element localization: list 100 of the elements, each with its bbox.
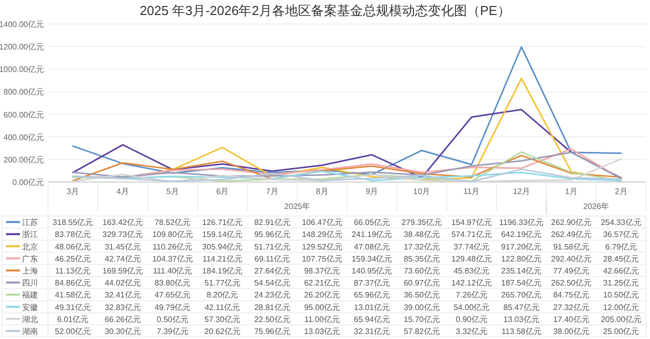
x-tick-label: 11月	[463, 187, 480, 196]
data-label: 13.03亿元	[304, 326, 340, 336]
x-tick-label: 5月	[166, 187, 179, 196]
chart-title: 2025 年3月-2026年2月各地区备案基金总规模动态变化图（PE）	[140, 3, 510, 18]
data-label: 42.74亿元	[104, 254, 141, 264]
legend-label: 江苏	[22, 218, 38, 228]
data-label: 254.33亿元	[600, 218, 642, 228]
text: 2026年	[583, 202, 610, 211]
data-label: 26.20亿元	[304, 290, 340, 300]
data-label: 65.96亿元	[354, 290, 390, 300]
data-label: 66.26亿元	[104, 314, 141, 324]
data-label: 54.54亿元	[254, 278, 290, 288]
y-tick-label: 800.00亿元	[4, 88, 44, 97]
data-label: 642.19亿元	[501, 230, 542, 240]
data-label: 17.32亿元	[404, 242, 440, 252]
y-tick-label: 1000.00亿元	[0, 65, 44, 74]
data-label: 104.37亿元	[152, 254, 193, 264]
text: 2025年	[284, 202, 310, 211]
x-tick-label: 6月	[216, 187, 229, 196]
data-label: 6.01亿元	[57, 314, 89, 324]
data-label: 62.21亿元	[304, 278, 340, 288]
data-label: 1196.33亿元	[499, 218, 544, 228]
x-tick-label: 9月	[366, 187, 378, 196]
data-label: 262.50亿元	[551, 278, 592, 288]
data-label: 329.73亿元	[102, 230, 143, 240]
data-label: 31.25亿元	[603, 278, 640, 288]
x-tick-label: 8月	[316, 187, 328, 196]
data-label: 83.80亿元	[154, 278, 191, 288]
data-label: 54.00亿元	[454, 302, 490, 312]
legend-label: 安徽	[22, 302, 38, 312]
x-tick-label: 10月	[413, 187, 430, 196]
data-label: 15.70亿元	[404, 314, 440, 324]
data-label: 66.05亿元	[354, 218, 390, 228]
y-tick-label: 400.00亿元	[4, 132, 44, 142]
y-tick-label: 0.00亿元	[12, 178, 44, 187]
data-label: 85.47亿元	[503, 302, 540, 312]
x-tick-label: 7月	[266, 187, 278, 196]
data-label: 187.54亿元	[501, 278, 542, 288]
data-label: 0.50亿元	[156, 314, 188, 324]
data-label: 917.20亿元	[501, 242, 542, 252]
data-label: 51.77亿元	[204, 278, 240, 288]
data-label: 129.52亿元	[302, 242, 342, 252]
legend-label: 湖北	[22, 314, 38, 324]
data-label: 107.75亿元	[302, 254, 342, 264]
data-label: 98.37亿元	[304, 266, 340, 276]
data-label: 91.58亿元	[553, 242, 590, 252]
data-label: 7.39亿元	[156, 326, 188, 336]
data-label: 42.66亿元	[603, 266, 640, 276]
x-tick-label: 1月	[565, 187, 578, 196]
data-label: 83.78亿元	[54, 230, 91, 240]
data-label: 305.94亿元	[202, 242, 243, 252]
data-label: 163.42亿元	[102, 218, 143, 228]
data-label: 140.95亿元	[352, 266, 392, 276]
data-label: 45.83亿元	[454, 266, 490, 276]
data-label: 42.11亿元	[204, 302, 240, 312]
data-label: 47.65亿元	[154, 290, 191, 300]
x-tick-label: 3月	[66, 187, 80, 196]
data-label: 122.80亿元	[501, 254, 542, 264]
data-label: 41.58亿元	[54, 290, 91, 300]
data-label: 36.50亿元	[404, 290, 440, 300]
data-label: 38.00亿元	[553, 326, 590, 336]
data-label: 20.62亿元	[204, 326, 240, 336]
legend-label: 广东	[22, 254, 38, 264]
data-label: 111.40亿元	[152, 266, 192, 276]
data-label: 28.81亿元	[254, 302, 290, 312]
data-label: 87.37亿元	[354, 278, 390, 288]
data-label: 106.47亿元	[302, 218, 342, 228]
data-label: 95.00亿元	[304, 302, 340, 312]
data-label: 113.58亿元	[501, 326, 542, 336]
data-label: 262.49亿元	[551, 230, 592, 240]
data-label: 3.32亿元	[456, 326, 488, 336]
data-label: 82.91亿元	[254, 218, 290, 228]
data-label: 78.52亿元	[154, 218, 191, 228]
data-label: 44.02亿元	[104, 278, 141, 288]
data-label: 148.29亿元	[302, 230, 342, 240]
data-label: 46.25亿元	[54, 254, 91, 264]
data-label: 38.48亿元	[404, 230, 440, 240]
data-label: 235.14亿元	[501, 266, 542, 276]
legend-label: 福建	[22, 290, 38, 300]
legend-label: 湖南	[22, 326, 38, 336]
legend-label: 四川	[22, 278, 38, 288]
data-label: 47.08亿元	[354, 242, 390, 252]
data-label: 57.30亿元	[204, 314, 240, 324]
data-label: 169.59亿元	[102, 266, 143, 276]
data-label: 75.96亿元	[254, 326, 290, 336]
y-tick-label: 600.00亿元	[4, 110, 44, 120]
data-label: 28.45亿元	[603, 254, 640, 264]
data-label: 27.64亿元	[254, 266, 290, 276]
data-label: 129.48亿元	[451, 254, 492, 264]
data-label: 110.26亿元	[152, 242, 193, 252]
data-label: 69.11亿元	[254, 254, 290, 264]
data-label: 159.34亿元	[352, 254, 392, 264]
y-tick-label: 1200.00亿元	[0, 42, 44, 52]
data-label: 22.50亿元	[254, 314, 290, 324]
data-label: 31.45亿元	[104, 242, 141, 252]
data-label: 13.03亿元	[503, 314, 540, 324]
data-label: 184.19亿元	[202, 266, 243, 276]
data-label: 52.00亿元	[54, 326, 91, 336]
data-label: 318.55亿元	[52, 218, 94, 228]
data-label: 25.00亿元	[603, 326, 640, 336]
